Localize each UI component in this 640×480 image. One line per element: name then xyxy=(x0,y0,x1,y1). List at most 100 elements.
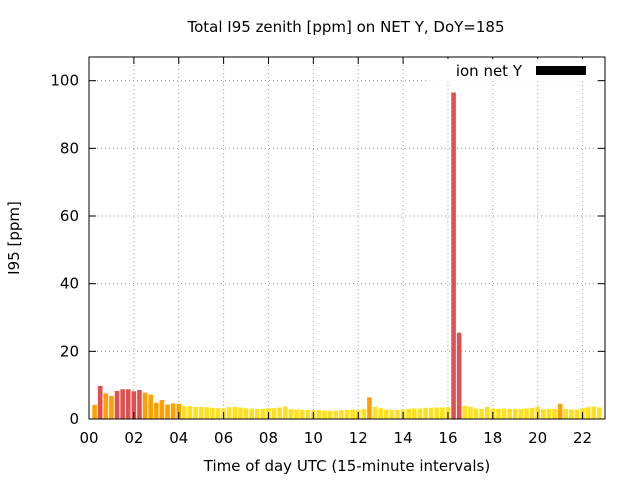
bar xyxy=(120,389,125,419)
bar xyxy=(305,409,311,419)
bar xyxy=(524,408,529,419)
bar xyxy=(316,409,322,419)
bar xyxy=(479,408,484,419)
bar xyxy=(249,408,254,419)
bar xyxy=(350,409,355,419)
bar xyxy=(260,408,266,419)
bar xyxy=(277,407,282,419)
bar xyxy=(204,407,210,419)
x-tick-label: 04 xyxy=(169,429,188,447)
bar xyxy=(283,406,288,419)
bar xyxy=(238,407,243,419)
bar xyxy=(406,408,411,419)
bar xyxy=(182,406,187,419)
bar xyxy=(271,408,277,419)
bar xyxy=(473,408,479,419)
bar xyxy=(501,408,507,419)
bar xyxy=(569,409,574,419)
grid-lines xyxy=(89,57,605,419)
legend-label: ion net Y xyxy=(456,62,523,80)
x-tick-label: 14 xyxy=(394,429,413,447)
y-tick-label: 20 xyxy=(60,342,79,360)
bar xyxy=(518,408,524,419)
bar xyxy=(462,405,468,419)
bar xyxy=(563,408,569,419)
x-tick-label: 16 xyxy=(438,429,457,447)
bar xyxy=(131,391,137,419)
y-tick-label: 0 xyxy=(69,410,79,428)
bar xyxy=(344,409,350,419)
bar xyxy=(507,408,512,419)
bar xyxy=(322,410,327,419)
bar xyxy=(243,408,249,419)
bars xyxy=(92,92,602,419)
bar xyxy=(176,403,182,419)
bar xyxy=(165,404,170,419)
bar xyxy=(496,408,501,419)
x-tick-label: 22 xyxy=(573,429,592,447)
bar xyxy=(552,408,557,419)
x-tick-label: 12 xyxy=(349,429,368,447)
bar xyxy=(339,410,344,419)
bar xyxy=(92,404,97,419)
bar xyxy=(210,407,215,419)
bar xyxy=(456,332,462,419)
bar xyxy=(170,403,176,419)
y-tick-label: 40 xyxy=(60,275,79,293)
x-axis-label: Time of day UTC (15-minute intervals) xyxy=(203,457,490,475)
bar xyxy=(529,407,535,419)
bar xyxy=(148,394,153,419)
plot-frame xyxy=(88,56,606,420)
legend-background xyxy=(428,59,594,81)
bar xyxy=(97,385,103,419)
chart-title: Total I95 zenith [ppm] on NET Y, DoY=185 xyxy=(186,18,504,36)
bar xyxy=(142,392,148,419)
bar xyxy=(389,409,395,419)
x-tick-label: 00 xyxy=(79,429,98,447)
bar xyxy=(395,409,400,419)
bar xyxy=(372,406,378,419)
bar xyxy=(378,408,383,419)
legend-swatch xyxy=(536,66,586,75)
x-tick-label: 20 xyxy=(528,429,547,447)
bar xyxy=(440,407,445,419)
bar xyxy=(557,403,563,419)
bar xyxy=(125,389,131,419)
legend: ion net Y xyxy=(428,59,594,81)
bar xyxy=(597,407,602,419)
bar xyxy=(254,408,260,419)
y-tick-label: 60 xyxy=(60,207,79,225)
bar xyxy=(574,409,580,419)
bar xyxy=(114,390,120,419)
bar xyxy=(198,406,204,419)
bar xyxy=(484,406,490,419)
y-axis-ticks: 0 20 40 60 80 100 xyxy=(50,72,605,428)
bar xyxy=(585,407,591,419)
bar xyxy=(361,408,367,419)
x-tick-label: 08 xyxy=(259,429,278,447)
bar xyxy=(468,406,473,419)
bar xyxy=(109,395,114,419)
bar xyxy=(159,400,165,419)
bar xyxy=(154,402,159,419)
bar xyxy=(226,407,232,419)
bar xyxy=(137,389,142,419)
y-tick-label: 100 xyxy=(50,72,79,90)
x-tick-label: 06 xyxy=(214,429,233,447)
bar xyxy=(546,408,552,419)
bar xyxy=(423,407,428,419)
bar xyxy=(383,409,389,419)
x-axis-ticks: 00 02 04 06 08 10 12 14 16 18 20 22 xyxy=(79,57,592,447)
bar xyxy=(327,410,333,419)
y-tick-label: 80 xyxy=(60,139,79,157)
bar xyxy=(103,393,109,419)
x-tick-label: 10 xyxy=(304,429,323,447)
bar xyxy=(299,409,305,419)
bar xyxy=(451,92,456,419)
bar xyxy=(541,409,546,419)
bar xyxy=(512,408,518,419)
bar xyxy=(333,410,339,419)
bar xyxy=(417,408,423,419)
bar xyxy=(428,407,434,419)
